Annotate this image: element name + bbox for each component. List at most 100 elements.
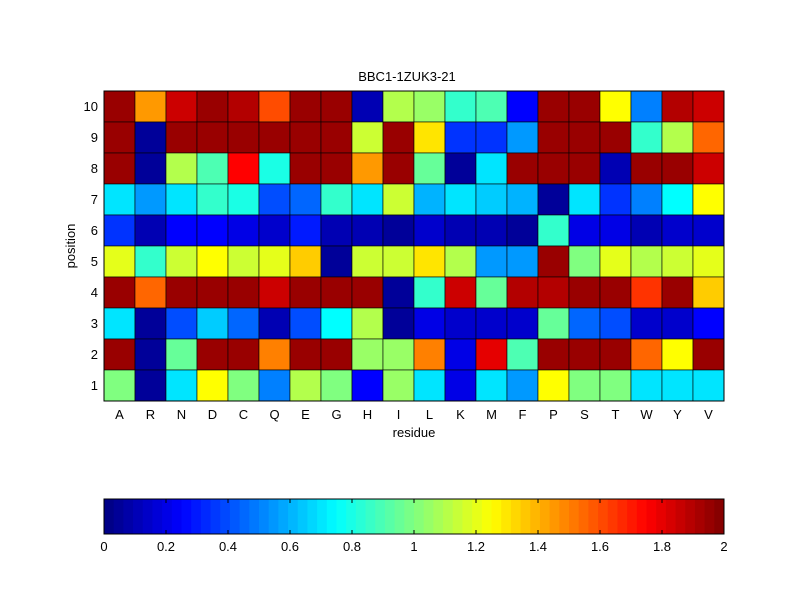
heat-cell-F-9 [506, 121, 539, 154]
x-tick-label: P [549, 407, 558, 422]
colorbar-segment [694, 499, 706, 534]
heat-cell-N-3 [165, 307, 198, 340]
heat-cell-P-1 [537, 369, 570, 402]
heatmap-cells [103, 90, 725, 402]
colorbar-segment [171, 499, 182, 534]
colorbar-segment [336, 499, 347, 534]
heat-cell-M-4 [475, 276, 508, 309]
heat-cell-W-4 [630, 276, 663, 309]
heat-cell-Y-5 [661, 245, 694, 278]
heat-cell-L-2 [413, 338, 446, 371]
heat-cell-H-9 [351, 121, 384, 154]
heat-cell-I-9 [382, 121, 415, 154]
colorbar-segment [598, 499, 609, 534]
colorbar-segment [375, 499, 386, 534]
colorbar-segment [384, 499, 396, 534]
y-axis-label: position [63, 224, 78, 269]
heat-cell-P-9 [537, 121, 570, 154]
x-tick-label: K [456, 407, 465, 422]
heat-cell-K-8 [444, 152, 477, 185]
y-tick-label: 1 [91, 378, 98, 393]
heat-cell-P-4 [537, 276, 570, 309]
heat-cell-P-10 [537, 90, 570, 123]
heat-cell-V-4 [692, 276, 725, 309]
heat-cell-T-4 [599, 276, 632, 309]
colorbar-tick-label: 0.6 [281, 539, 299, 554]
heat-cell-K-9 [444, 121, 477, 154]
heat-cell-M-5 [475, 245, 508, 278]
colorbar-segment [239, 499, 250, 534]
colorbar-segment [617, 499, 628, 534]
colorbar-segment [317, 499, 328, 534]
heat-cell-G-1 [320, 369, 353, 402]
colorbar-segment [210, 499, 221, 534]
colorbar-segment [394, 499, 405, 534]
heat-cell-Y-7 [661, 183, 694, 216]
heat-cell-M-9 [475, 121, 508, 154]
heat-cell-I-8 [382, 152, 415, 185]
heat-cell-W-2 [630, 338, 663, 371]
heat-cell-M-2 [475, 338, 508, 371]
heat-cell-D-5 [196, 245, 229, 278]
heat-cell-H-10 [351, 90, 384, 123]
colorbar-segment [491, 499, 502, 534]
x-tick-label: R [146, 407, 155, 422]
heat-cell-Y-4 [661, 276, 694, 309]
heat-cell-C-10 [227, 90, 260, 123]
heat-cell-P-5 [537, 245, 570, 278]
heat-cell-A-1 [103, 369, 136, 402]
colorbar-segment [288, 499, 299, 534]
heat-cell-T-3 [599, 307, 632, 340]
heat-cell-D-8 [196, 152, 229, 185]
colorbar-segment [549, 499, 560, 534]
heat-cell-E-7 [289, 183, 322, 216]
colorbar-segment [714, 499, 725, 534]
heat-cell-Q-6 [258, 214, 291, 247]
colorbar-segment [588, 499, 599, 534]
heat-cell-H-1 [351, 369, 384, 402]
heat-cell-M-7 [475, 183, 508, 216]
colorbar-segment [569, 499, 580, 534]
x-tick-label: A [115, 407, 124, 422]
colorbar-tick-label: 1 [410, 539, 417, 554]
heat-cell-T-10 [599, 90, 632, 123]
heat-cell-C-3 [227, 307, 260, 340]
colorbar-segment [142, 499, 153, 534]
colorbar-segment [249, 499, 260, 534]
heat-cell-L-9 [413, 121, 446, 154]
heat-cell-N-2 [165, 338, 198, 371]
colorbar-segment [104, 499, 115, 534]
heat-cell-C-7 [227, 183, 260, 216]
colorbar-segment [278, 499, 289, 534]
heat-cell-W-6 [630, 214, 663, 247]
heat-cell-K-4 [444, 276, 477, 309]
heat-cell-L-5 [413, 245, 446, 278]
heat-cell-S-7 [568, 183, 601, 216]
colorbar-segment [123, 499, 134, 534]
heat-cell-N-7 [165, 183, 198, 216]
y-tick-label: 6 [91, 223, 98, 238]
colorbar-segment [181, 499, 192, 534]
heat-cell-C-8 [227, 152, 260, 185]
colorbar-segment [539, 499, 551, 534]
x-tick-label: E [301, 407, 310, 422]
heat-cell-G-9 [320, 121, 353, 154]
heat-cell-A-6 [103, 214, 136, 247]
heat-cell-Y-2 [661, 338, 694, 371]
heat-cell-Q-8 [258, 152, 291, 185]
colorbar-segment [346, 499, 357, 534]
x-tick-label: G [331, 407, 341, 422]
colorbar-segment [297, 499, 308, 534]
heat-cell-V-10 [692, 90, 725, 123]
x-tick-label: M [486, 407, 497, 422]
heat-cell-P-6 [537, 214, 570, 247]
heat-cell-Q-1 [258, 369, 291, 402]
heat-cell-Y-10 [661, 90, 694, 123]
colorbar-segment [636, 499, 647, 534]
y-tick-label: 4 [91, 285, 98, 300]
heat-cell-Q-7 [258, 183, 291, 216]
colorbar-segment [472, 499, 483, 534]
heat-cell-R-10 [134, 90, 167, 123]
heat-cell-N-4 [165, 276, 198, 309]
